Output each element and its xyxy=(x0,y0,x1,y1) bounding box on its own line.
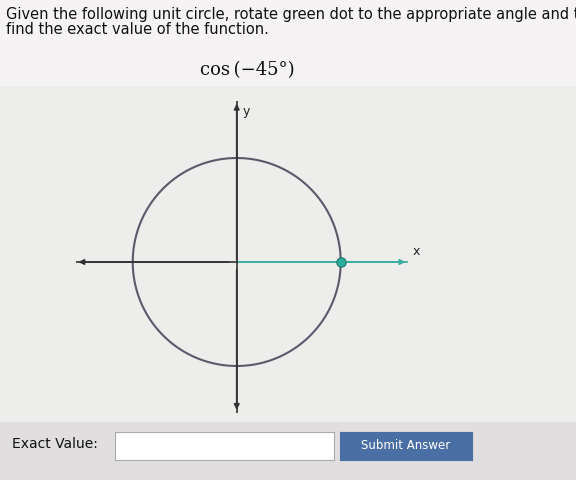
Point xyxy=(336,258,346,266)
Text: Given the following unit circle, rotate green dot to the appropriate angle and t: Given the following unit circle, rotate … xyxy=(6,7,576,22)
Text: x: x xyxy=(412,245,420,258)
Text: Submit Answer: Submit Answer xyxy=(362,439,450,453)
Text: y: y xyxy=(243,105,251,118)
Text: Exact Value:: Exact Value: xyxy=(12,437,97,451)
Text: cos (−45°): cos (−45°) xyxy=(200,60,295,79)
Text: find the exact value of the function.: find the exact value of the function. xyxy=(6,22,268,36)
